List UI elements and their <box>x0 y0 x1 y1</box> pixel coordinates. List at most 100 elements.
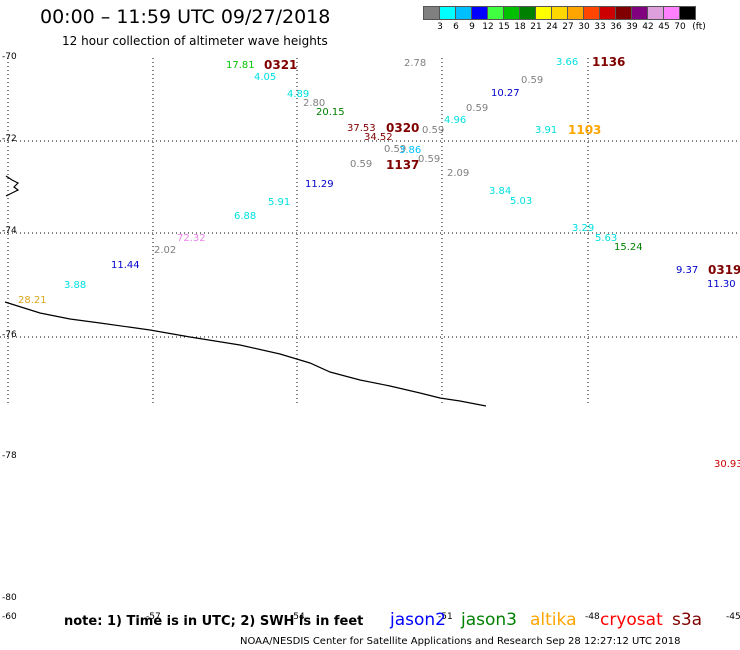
colorbar-swatch-5 <box>487 6 504 20</box>
pass-time-label: 0321 <box>264 58 298 72</box>
footnote: note: 1) Time is in UTC; 2) SWH is in fe… <box>64 614 364 629</box>
colorbar-swatch-2 <box>439 6 456 20</box>
map-title: 00:00 – 11:59 UTC 09/27/2018 <box>40 6 331 28</box>
legend-jason3: jason3 <box>461 610 517 630</box>
lat-label: -70 <box>2 52 17 62</box>
colorbar-swatch-14 <box>631 6 648 20</box>
colorbar-label: 21 <box>530 22 542 32</box>
pass-time-label: 0320 <box>386 121 420 135</box>
credit-footer: NOAA/NESDIS Center for Satellite Applica… <box>240 636 681 647</box>
colorbar-swatch-15 <box>647 6 664 20</box>
colorbar-unit-label: (ft) <box>692 22 706 32</box>
wave-height-label: 2.78 <box>404 58 427 69</box>
lon-label: -57 <box>146 612 161 622</box>
map-subtitle: 12 hour collection of altimeter wave hei… <box>62 34 328 48</box>
colorbar-swatch-1 <box>423 6 440 20</box>
coastline <box>4 301 487 407</box>
lon-label: -48 <box>585 612 600 622</box>
wave-height-label: 3.86 <box>399 145 422 156</box>
colorbar-label: 12 <box>482 22 494 32</box>
wave-height-label: 4.89 <box>287 89 310 100</box>
lon-label: -45 <box>726 612 740 622</box>
colorbar-label: 70 <box>674 22 686 32</box>
colorbar-label: 45 <box>658 22 670 32</box>
lat-label: -78 <box>2 451 17 461</box>
legend-altika: altika <box>530 610 577 630</box>
colorbar-label: 24 <box>546 22 558 32</box>
wave-height-label: 2.09 <box>447 168 470 179</box>
wave-height-label: 2.80 <box>303 98 326 109</box>
wave-height-label: 4.96 <box>444 115 467 126</box>
lon-label: -60 <box>2 612 17 622</box>
colorbar-swatch-3 <box>455 6 472 20</box>
colorbar-swatch-6 <box>503 6 520 20</box>
wave-height-label: 11.30 <box>707 279 736 290</box>
colorbar-label: 30 <box>578 22 590 32</box>
lon-label: -51 <box>438 612 453 622</box>
colorbar-label: 33 <box>594 22 606 32</box>
wave-height-label: 28.21 <box>18 295 47 306</box>
wave-height-label: 4.05 <box>254 72 277 83</box>
wave-height-label: 30.93 <box>714 459 740 470</box>
lat-label: -72 <box>2 134 17 144</box>
wave-height-label: 72.32 <box>177 233 206 244</box>
wave-height-label: 10.27 <box>491 88 520 99</box>
wave-height-label: 0.59 <box>422 125 445 136</box>
colorbar-swatch-10 <box>567 6 584 20</box>
wave-height-label: 0.59 <box>350 159 373 170</box>
colorbar-label: 6 <box>453 22 459 32</box>
colorbar-swatch-11 <box>583 6 600 20</box>
wave-height-label: 2.02 <box>154 245 177 256</box>
colorbar-swatch-12 <box>599 6 616 20</box>
wave-height-label: 0.59 <box>418 154 441 165</box>
lat-label: -80 <box>2 593 17 603</box>
lat-label: -76 <box>2 330 17 340</box>
pass-time-label: 0319 <box>708 263 740 277</box>
wave-height-label: 17.81 <box>226 60 255 71</box>
wave-height-label: 3.29 <box>572 223 595 234</box>
wave-height-label: 15.24 <box>614 242 643 253</box>
colorbar-label: 27 <box>562 22 574 32</box>
colorbar-label: 15 <box>498 22 510 32</box>
colorbar-label: 18 <box>514 22 526 32</box>
pass-time-label: 1103 <box>568 123 602 137</box>
coastline-fragment <box>5 175 20 197</box>
colorbar-swatch-7 <box>519 6 536 20</box>
pass-time-label: 1137 <box>386 158 420 172</box>
colorbar-label: 36 <box>610 22 622 32</box>
wave-height-label: 9.37 <box>676 265 699 276</box>
colorbar-swatch-4 <box>471 6 488 20</box>
wave-height-label: 11.29 <box>305 179 334 190</box>
colorbar-swatch-8 <box>535 6 552 20</box>
wave-height-label: 11.44 <box>111 260 140 271</box>
wave-height-label: 3.84 <box>489 186 512 197</box>
wave-height-label: 3.88 <box>64 280 87 291</box>
colorbar-label: 42 <box>642 22 654 32</box>
colorbar-label: 3 <box>437 22 443 32</box>
colorbar-swatch-17 <box>679 6 696 20</box>
lat-label: -74 <box>2 226 17 236</box>
wave-height-label: 0.59 <box>521 75 544 86</box>
colorbar-label: 9 <box>469 22 475 32</box>
legend-cryosat: cryosat <box>600 610 663 630</box>
colorbar-swatch-16 <box>663 6 680 20</box>
wave-height-label: 5.91 <box>268 197 291 208</box>
wave-height-label: 3.66 <box>556 57 579 68</box>
legend-jason2: jason2 <box>390 610 446 630</box>
wave-height-label: 34.52 <box>364 132 393 143</box>
wave-height-label: 0.59 <box>384 144 407 155</box>
colorbar-label: 39 <box>626 22 638 32</box>
colorbar-swatch-9 <box>551 6 568 20</box>
lon-label: -54 <box>290 612 305 622</box>
colorbar <box>423 6 696 20</box>
wave-height-label: 6.88 <box>234 211 257 222</box>
colorbar-swatch-13 <box>615 6 632 20</box>
legend-s3a: s3a <box>672 610 703 630</box>
wave-height-label: 5.03 <box>510 196 533 207</box>
wave-height-label: 5.63 <box>595 233 618 244</box>
wave-height-label: 3.91 <box>535 125 558 136</box>
wave-height-label: 0.59 <box>466 103 489 114</box>
pass-time-label: 1136 <box>592 55 626 69</box>
